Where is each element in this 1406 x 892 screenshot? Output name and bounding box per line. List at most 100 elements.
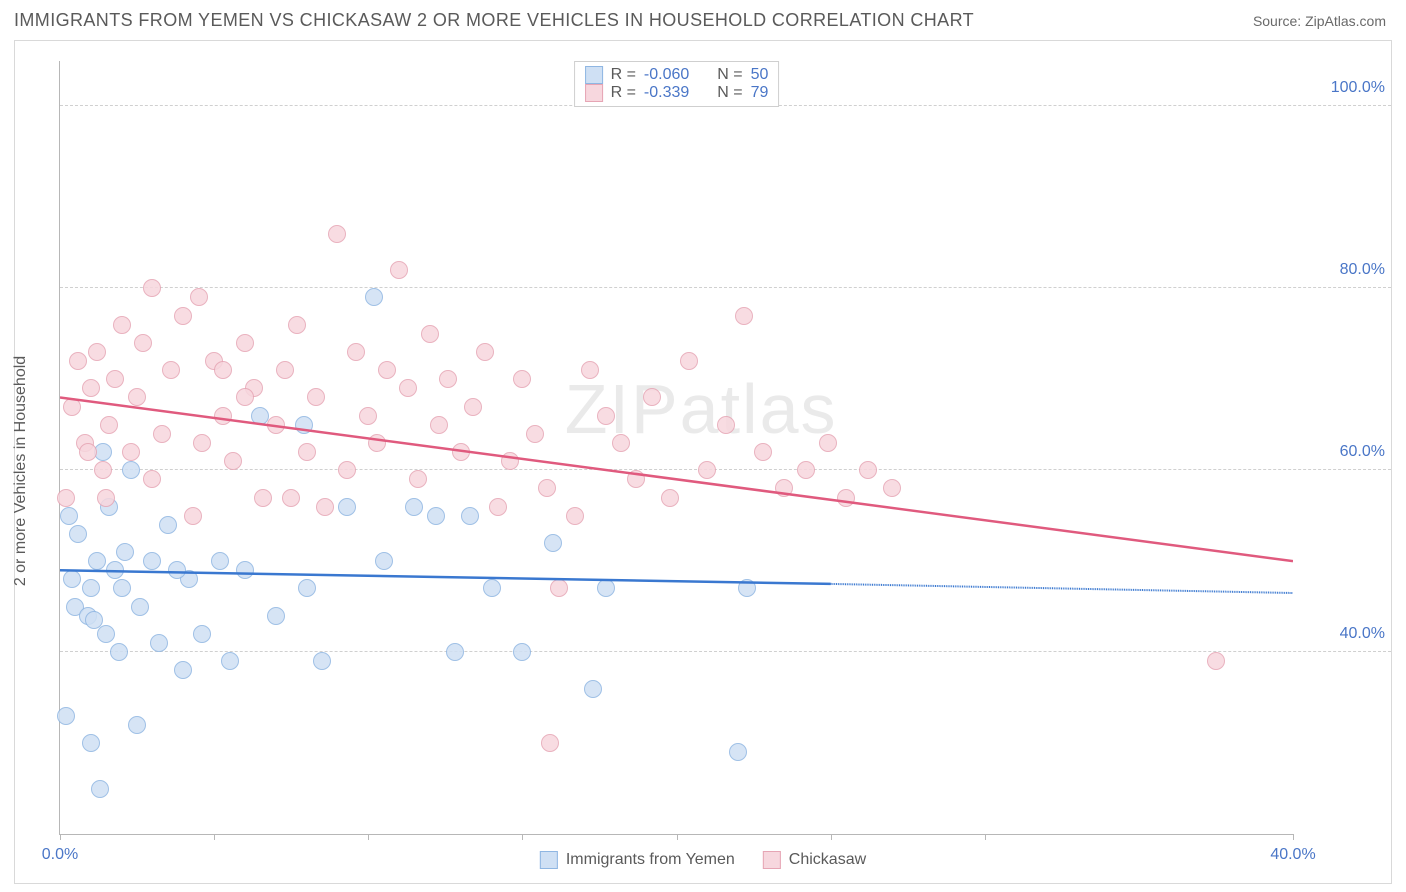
scatter-marker-chickasaw (214, 407, 232, 425)
scatter-marker-yemen (88, 552, 106, 570)
scatter-marker-chickasaw (143, 470, 161, 488)
scatter-marker-yemen (159, 516, 177, 534)
scatter-marker-yemen (584, 680, 602, 698)
scatter-marker-chickasaw (113, 316, 131, 334)
scatter-marker-chickasaw (797, 461, 815, 479)
scatter-marker-chickasaw (128, 388, 146, 406)
scatter-marker-yemen (131, 598, 149, 616)
scatter-marker-yemen (60, 507, 78, 525)
legend-r-label: R = (611, 66, 636, 84)
scatter-marker-chickasaw (267, 416, 285, 434)
xtick-label: 40.0% (1270, 846, 1315, 864)
scatter-marker-yemen (267, 607, 285, 625)
scatter-marker-chickasaw (338, 461, 356, 479)
scatter-marker-chickasaw (79, 443, 97, 461)
scatter-marker-chickasaw (63, 398, 81, 416)
scatter-marker-chickasaw (298, 443, 316, 461)
scatter-marker-yemen (513, 643, 531, 661)
scatter-marker-chickasaw (97, 489, 115, 507)
scatter-marker-yemen (168, 561, 186, 579)
scatter-marker-yemen (82, 579, 100, 597)
scatter-marker-yemen (113, 579, 131, 597)
scatter-marker-chickasaw (717, 416, 735, 434)
scatter-marker-yemen (375, 552, 393, 570)
scatter-marker-yemen (174, 661, 192, 679)
scatter-marker-chickasaw (464, 398, 482, 416)
chart-title: IMMIGRANTS FROM YEMEN VS CHICKASAW 2 OR … (14, 10, 974, 31)
trend-line-ext-yemen (831, 584, 1293, 593)
legend-n-value: 79 (751, 84, 769, 102)
scatter-marker-chickasaw (276, 361, 294, 379)
ytick-label: 60.0% (1340, 443, 1385, 461)
ytick-label: 40.0% (1340, 625, 1385, 643)
scatter-marker-chickasaw (162, 361, 180, 379)
scatter-marker-chickasaw (190, 288, 208, 306)
scatter-marker-yemen (116, 543, 134, 561)
scatter-marker-chickasaw (627, 470, 645, 488)
scatter-marker-chickasaw (566, 507, 584, 525)
scatter-marker-chickasaw (735, 307, 753, 325)
xtick-label: 0.0% (42, 846, 78, 864)
scatter-marker-yemen (211, 552, 229, 570)
scatter-marker-chickasaw (184, 507, 202, 525)
legend-n-value: 50 (751, 66, 769, 84)
chart-container: 2 or more Vehicles in Household ZIPatlas… (14, 40, 1392, 884)
scatter-marker-chickasaw (883, 479, 901, 497)
scatter-marker-chickasaw (88, 343, 106, 361)
scatter-marker-chickasaw (214, 361, 232, 379)
scatter-marker-chickasaw (421, 325, 439, 343)
scatter-marker-yemen (597, 579, 615, 597)
scatter-marker-chickasaw (236, 334, 254, 352)
scatter-marker-yemen (405, 498, 423, 516)
scatter-marker-chickasaw (316, 498, 334, 516)
legend-bottom-item: Chickasaw (763, 851, 866, 869)
scatter-marker-yemen (221, 652, 239, 670)
legend-top-row: R =-0.060N =50 (585, 66, 769, 84)
y-axis-label: 2 or more Vehicles in Household (12, 356, 30, 586)
scatter-marker-chickasaw (452, 443, 470, 461)
xtick (522, 834, 523, 840)
scatter-marker-yemen (94, 443, 112, 461)
xtick (677, 834, 678, 840)
scatter-marker-yemen (106, 561, 124, 579)
plot-area: ZIPatlas 40.0%60.0%80.0%100.0%0.0%40.0%R… (59, 61, 1293, 835)
scatter-marker-yemen (738, 579, 756, 597)
legend-top-row: R =-0.339N =79 (585, 84, 769, 102)
chart-header: IMMIGRANTS FROM YEMEN VS CHICKASAW 2 OR … (0, 0, 1406, 37)
scatter-marker-yemen (446, 643, 464, 661)
trend-line-chickasaw (60, 397, 1293, 561)
scatter-marker-yemen (193, 625, 211, 643)
scatter-marker-chickasaw (430, 416, 448, 434)
scatter-marker-chickasaw (501, 452, 519, 470)
scatter-marker-chickasaw (476, 343, 494, 361)
legend-swatch (540, 851, 558, 869)
legend-top: R =-0.060N =50R =-0.339N =79 (574, 61, 780, 107)
ytick-label: 100.0% (1331, 79, 1385, 97)
scatter-marker-yemen (427, 507, 445, 525)
scatter-marker-yemen (57, 707, 75, 725)
scatter-marker-chickasaw (174, 307, 192, 325)
legend-bottom-label: Immigrants from Yemen (566, 851, 735, 869)
xtick (1293, 834, 1294, 840)
scatter-marker-chickasaw (153, 425, 171, 443)
scatter-marker-chickasaw (347, 343, 365, 361)
chart-source: Source: ZipAtlas.com (1253, 13, 1386, 29)
scatter-marker-yemen (365, 288, 383, 306)
scatter-marker-chickasaw (819, 434, 837, 452)
scatter-marker-chickasaw (409, 470, 427, 488)
scatter-marker-chickasaw (612, 434, 630, 452)
legend-n-label: N = (717, 66, 742, 84)
scatter-marker-yemen (295, 416, 313, 434)
xtick (985, 834, 986, 840)
gridline-h (60, 287, 1391, 288)
scatter-marker-chickasaw (526, 425, 544, 443)
scatter-marker-chickasaw (390, 261, 408, 279)
scatter-marker-chickasaw (378, 361, 396, 379)
scatter-marker-chickasaw (328, 225, 346, 243)
legend-bottom-label: Chickasaw (789, 851, 866, 869)
scatter-marker-chickasaw (513, 370, 531, 388)
scatter-marker-chickasaw (236, 388, 254, 406)
xtick (831, 834, 832, 840)
scatter-marker-yemen (63, 570, 81, 588)
gridline-h (60, 651, 1391, 652)
